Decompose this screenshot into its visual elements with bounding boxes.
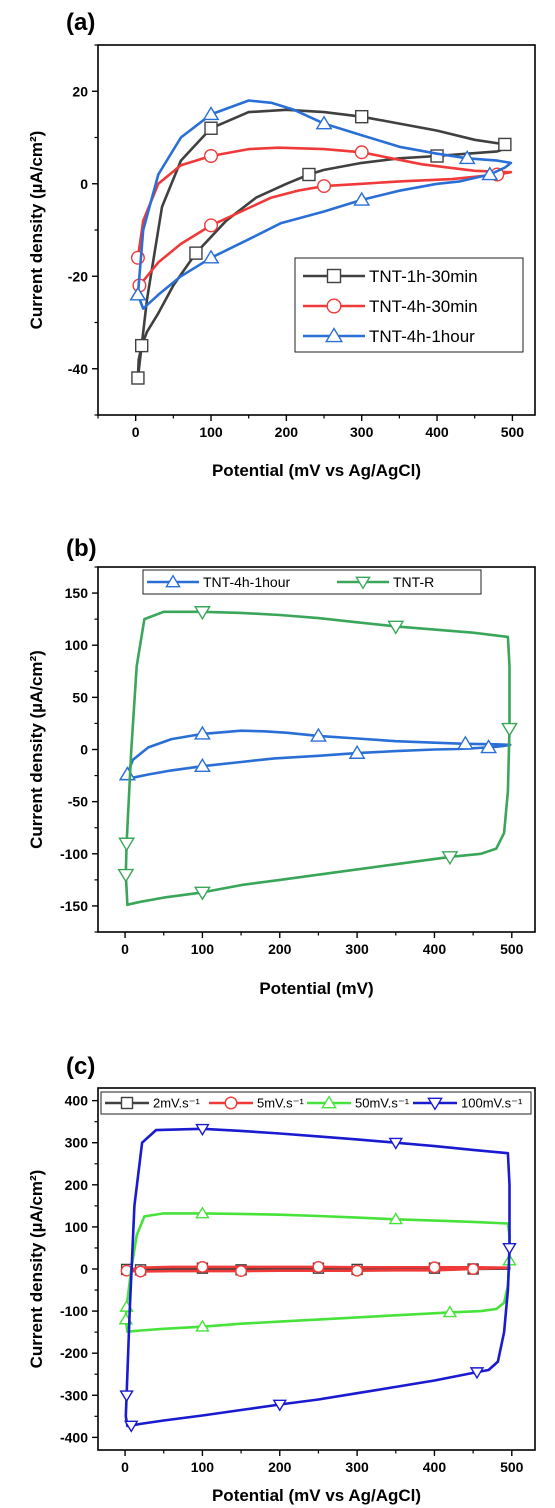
legend-marker bbox=[225, 1097, 237, 1109]
panel-c: (c) 0 100 200 300 400 500 -400 -300 -200 -100 0 100 2… bbox=[27, 1053, 535, 1505]
data-point bbox=[205, 219, 218, 232]
x-tick-label: 200 bbox=[275, 424, 299, 440]
legend-label: 100mV.s⁻¹ bbox=[461, 1096, 523, 1111]
data-point bbox=[502, 724, 516, 736]
x-tick-label: 0 bbox=[132, 424, 140, 440]
data-point bbox=[355, 146, 368, 159]
y-tick-label: 0 bbox=[80, 1261, 88, 1277]
data-point bbox=[119, 870, 133, 882]
data-point bbox=[197, 1262, 208, 1273]
data-point bbox=[318, 180, 331, 193]
panel-label: (c) bbox=[66, 1053, 95, 1080]
y-tick-label: -100 bbox=[60, 1303, 88, 1319]
legend: TNT-1h-30min TNT-4h-30min TNT-4h-1hour bbox=[295, 258, 523, 352]
y-tick-label: -300 bbox=[60, 1387, 88, 1403]
data-point bbox=[499, 138, 511, 150]
x-tick-label: 400 bbox=[423, 941, 447, 957]
legend-label: TNT-4h-1hour bbox=[203, 574, 290, 590]
series-line-3 bbox=[126, 1129, 510, 1426]
x-tick-label: 400 bbox=[425, 424, 449, 440]
panel-a: (a) 0 100 200 300 400 500 -40 -20 0 20 Potential (m… bbox=[27, 9, 535, 480]
x-tick-label: 200 bbox=[268, 941, 292, 957]
y-axis-title: Current density (µA/cm²) bbox=[27, 131, 46, 330]
x-tick-label: 100 bbox=[191, 941, 215, 957]
data-point bbox=[136, 340, 148, 352]
y-tick-label: -20 bbox=[68, 268, 88, 284]
plot-area bbox=[120, 1125, 516, 1432]
panel-label: (b) bbox=[66, 535, 97, 562]
y-tick-label: -50 bbox=[68, 794, 88, 810]
y-tick-label: 150 bbox=[65, 585, 89, 601]
x-tick-label: 400 bbox=[423, 1459, 447, 1475]
legend-label: TNT-4h-1hour bbox=[369, 327, 475, 346]
x-axis-title: Potential (mV vs Ag/AgCl) bbox=[212, 1486, 421, 1505]
legend-label: TNT-4h-30min bbox=[369, 297, 478, 316]
legend-label: TNT-R bbox=[393, 574, 434, 590]
y-tick-label: -40 bbox=[68, 361, 88, 377]
x-tick-label: 300 bbox=[345, 941, 369, 957]
y-tick-label: 20 bbox=[72, 83, 88, 99]
data-point bbox=[190, 247, 202, 259]
legend-marker bbox=[327, 299, 341, 313]
data-point bbox=[313, 1262, 324, 1273]
legend-label: 2mV.s⁻¹ bbox=[153, 1096, 201, 1111]
data-point bbox=[503, 1244, 515, 1254]
data-point bbox=[135, 1266, 146, 1277]
x-tick-label: 200 bbox=[268, 1459, 292, 1475]
x-axis-title: Potential (mV) bbox=[259, 979, 373, 998]
data-point bbox=[429, 1262, 440, 1273]
plot-area bbox=[119, 607, 517, 905]
x-tick-label: 300 bbox=[350, 424, 374, 440]
y-axis-title: Current density (µA/cm²) bbox=[27, 1170, 46, 1369]
x-tick-label: 100 bbox=[191, 1459, 215, 1475]
x-axis-title: Potential (mV vs Ag/AgCl) bbox=[212, 461, 421, 480]
data-point bbox=[356, 111, 368, 123]
data-point bbox=[468, 1264, 479, 1275]
y-axis-title: Current density (µA/cm²) bbox=[27, 650, 46, 849]
data-point bbox=[132, 372, 144, 384]
x-tick-label: 0 bbox=[121, 1459, 129, 1475]
y-tick-label: 400 bbox=[65, 1093, 89, 1109]
x-tick-label: 100 bbox=[199, 424, 223, 440]
x-tick-label: 300 bbox=[345, 1459, 369, 1475]
panel-label: (a) bbox=[66, 9, 95, 36]
y-tick-label: 300 bbox=[65, 1135, 89, 1151]
plot-frame bbox=[98, 45, 535, 415]
data-point bbox=[204, 251, 218, 263]
y-tick-label: 100 bbox=[65, 637, 89, 653]
legend-marker bbox=[122, 1098, 133, 1109]
data-point bbox=[205, 122, 217, 134]
legend-label: 50mV.s⁻¹ bbox=[355, 1096, 410, 1111]
x-tick-label: 0 bbox=[121, 941, 129, 957]
data-point bbox=[119, 838, 133, 850]
y-tick-label: 100 bbox=[65, 1219, 89, 1235]
x-tick-label: 500 bbox=[500, 1459, 524, 1475]
legend-marker bbox=[328, 270, 341, 283]
y-tick-label: 0 bbox=[80, 742, 88, 758]
data-point bbox=[205, 150, 218, 163]
data-point bbox=[236, 1266, 247, 1277]
x-tick-label: 500 bbox=[500, 941, 524, 957]
y-tick-label: -400 bbox=[60, 1429, 88, 1445]
y-tick-label: 50 bbox=[72, 689, 88, 705]
data-point bbox=[120, 768, 134, 780]
legend-label: 5mV.s⁻¹ bbox=[257, 1096, 305, 1111]
y-tick-label: -200 bbox=[60, 1345, 88, 1361]
legend-label: TNT-1h-30min bbox=[369, 267, 478, 286]
data-point bbox=[352, 1265, 363, 1276]
y-tick-label: -150 bbox=[60, 898, 88, 914]
panel-b: (b) 0 100 200 300 400 500 -150 -100 -50 0 50 100 150 P… bbox=[27, 535, 535, 998]
y-tick-label: 200 bbox=[65, 1177, 89, 1193]
y-tick-label: -100 bbox=[60, 846, 88, 862]
legend: TNT-4h-1hour TNT-R bbox=[143, 570, 481, 594]
y-tick-label: 0 bbox=[80, 176, 88, 192]
x-tick-label: 500 bbox=[501, 424, 525, 440]
data-point bbox=[121, 1391, 133, 1401]
legend: 2mV.s⁻¹ 5mV.s⁻¹ 50mV.s⁻¹ 100mV.s⁻¹ bbox=[101, 1092, 531, 1114]
data-point bbox=[303, 169, 315, 181]
